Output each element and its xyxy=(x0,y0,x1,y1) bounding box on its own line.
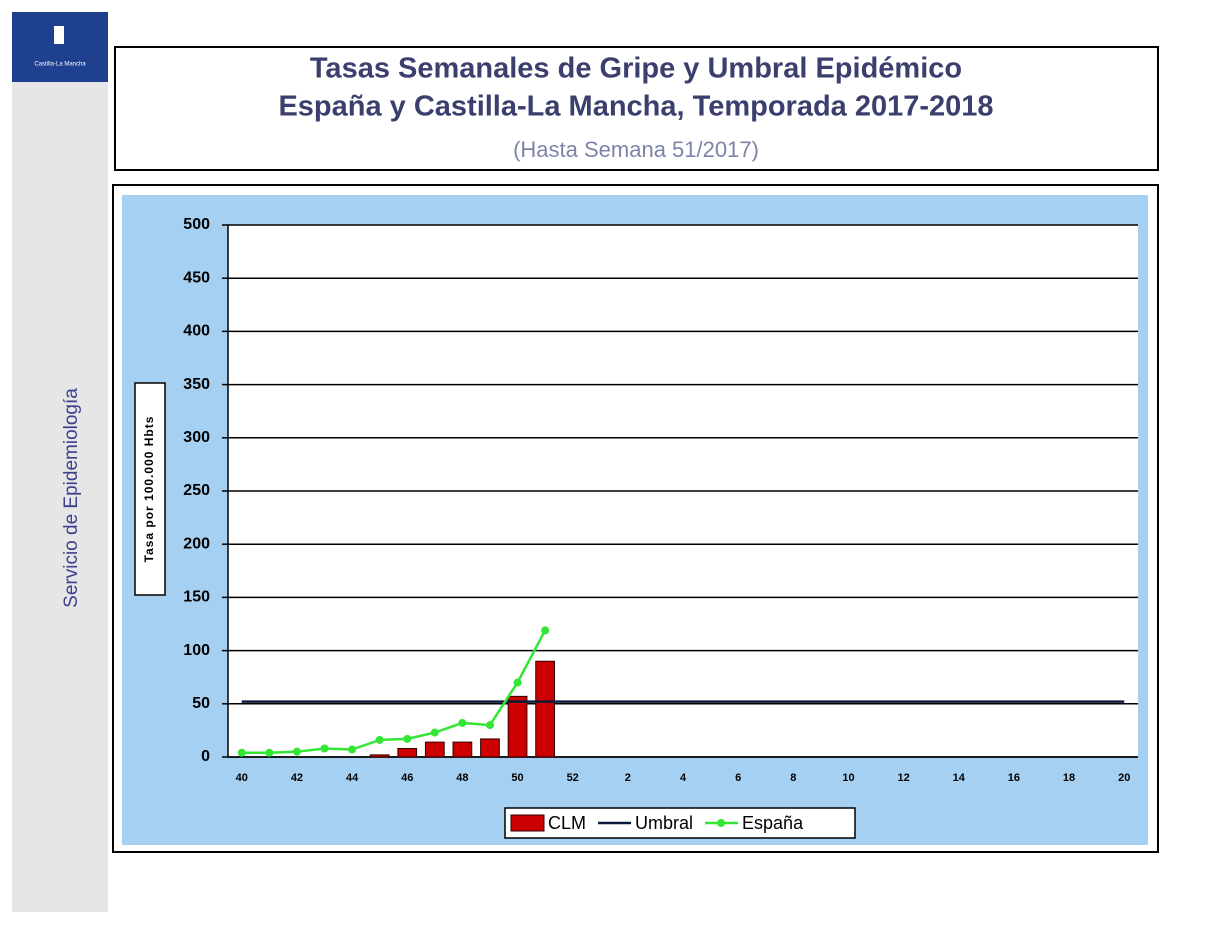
marker xyxy=(265,748,274,757)
bar xyxy=(397,747,418,758)
x-tick-label: 44 xyxy=(346,772,359,784)
x-tick-label: 8 xyxy=(790,772,796,784)
marker xyxy=(485,721,494,730)
chart-title: Tasas Semanales de Gripe y Umbral Epidém… xyxy=(310,53,962,85)
y-tick-label: 150 xyxy=(183,589,210,606)
x-tick-label: 14 xyxy=(953,772,966,784)
title-box xyxy=(114,46,1159,171)
bar xyxy=(507,695,528,758)
marker xyxy=(403,734,412,743)
logo xyxy=(12,12,108,82)
legend-marker xyxy=(717,819,726,827)
legend-label: Umbral xyxy=(635,813,693,833)
x-tick-label: 20 xyxy=(1118,772,1130,784)
bar xyxy=(535,660,555,758)
y-tick-label: 300 xyxy=(183,429,210,446)
marker xyxy=(292,747,301,756)
x-tick-label: 4 xyxy=(680,772,687,784)
y-tick-label: 500 xyxy=(183,216,210,233)
y-tick-label: 400 xyxy=(183,323,210,340)
x-tick-label: 46 xyxy=(401,772,413,784)
marker xyxy=(320,744,329,753)
legend xyxy=(504,807,856,839)
chart-title: España y Castilla-La Mancha, Temporada 2… xyxy=(278,91,993,123)
x-tick-label: 50 xyxy=(511,772,523,784)
bar xyxy=(452,741,473,758)
marker xyxy=(237,748,246,757)
chart-subtitle: (Hasta Semana 51/2017) xyxy=(513,137,759,162)
marker xyxy=(513,678,522,687)
bar xyxy=(480,738,500,758)
legend-swatch xyxy=(510,814,545,832)
marker xyxy=(430,728,439,737)
x-tick-label: 10 xyxy=(842,772,854,784)
sidebar-text: Servicio de Epidemiología xyxy=(61,388,82,608)
y-tick-label: 100 xyxy=(183,642,210,659)
bar xyxy=(369,754,390,758)
bar xyxy=(424,741,445,758)
x-tick-label: 52 xyxy=(567,772,579,784)
x-tick-label: 40 xyxy=(236,772,248,784)
marker xyxy=(348,745,357,754)
marker xyxy=(458,718,467,727)
y-label-box xyxy=(134,382,166,596)
marker xyxy=(541,626,550,635)
y-tick-label: 450 xyxy=(183,269,210,286)
y-tick-label: 50 xyxy=(192,695,210,712)
x-tick-label: 18 xyxy=(1063,772,1075,784)
x-tick-label: 6 xyxy=(735,772,741,784)
x-tick-label: 2 xyxy=(625,772,631,784)
marker xyxy=(375,735,384,744)
y-tick-label: 350 xyxy=(183,376,210,393)
y-tick-label: 250 xyxy=(183,482,210,499)
x-tick-label: 16 xyxy=(1008,772,1020,784)
legend-label: España xyxy=(742,813,804,833)
x-tick-label: 12 xyxy=(897,772,909,784)
logo-text: Castilla-La Mancha xyxy=(34,62,86,68)
y-tick-label: 0 xyxy=(201,748,210,765)
x-tick-label: 48 xyxy=(456,772,468,784)
legend-label: CLM xyxy=(548,813,586,833)
sidebar xyxy=(12,12,108,912)
y-tick-label: 200 xyxy=(183,535,210,552)
line xyxy=(241,629,547,754)
logo-icon xyxy=(54,26,64,44)
y-axis-label: Tasa por 100.000 Hbts xyxy=(142,416,156,563)
x-tick-label: 42 xyxy=(291,772,303,784)
